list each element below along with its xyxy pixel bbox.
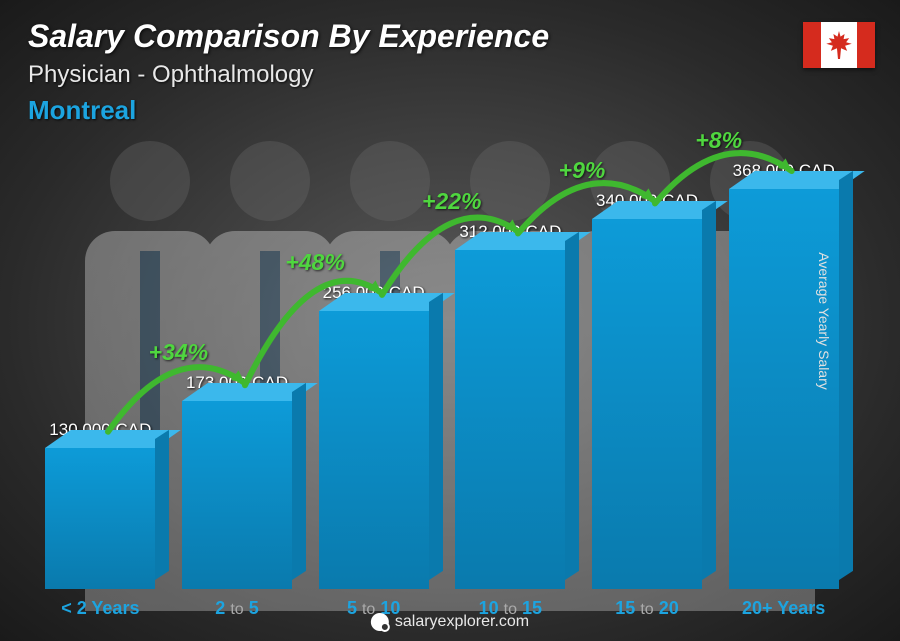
header: Salary Comparison By Experience Physicia…	[28, 18, 549, 126]
bar	[455, 250, 565, 589]
bar	[592, 219, 702, 589]
bar-group: 173,000 CAD2 to 5	[173, 373, 302, 589]
bar	[182, 401, 292, 589]
bar	[319, 311, 429, 589]
logo-icon	[371, 613, 389, 631]
bar-x-label: < 2 Years	[61, 598, 139, 619]
y-axis-label: Average Yearly Salary	[815, 252, 831, 390]
growth-pct-label: +22%	[422, 188, 481, 215]
growth-pct-label: +48%	[285, 249, 344, 276]
bar-x-label: 15 to 20	[615, 598, 678, 619]
bar-group: 312,000 CAD10 to 15	[446, 222, 575, 589]
footer-text: salaryexplorer.com	[395, 613, 529, 631]
bar	[45, 448, 155, 589]
maple-leaf-icon	[826, 31, 852, 59]
bar-x-label: 20+ Years	[742, 598, 825, 619]
footer: salaryexplorer.com	[371, 613, 529, 631]
bar-x-label: 2 to 5	[215, 598, 258, 619]
chart-title: Salary Comparison By Experience	[28, 18, 549, 55]
growth-pct-label: +34%	[149, 339, 208, 366]
bar-group: 256,000 CAD5 to 10	[309, 283, 438, 589]
chart-location: Montreal	[28, 95, 549, 126]
country-flag-icon	[803, 22, 875, 68]
growth-pct-label: +8%	[695, 127, 742, 154]
bar-group: 340,000 CAD15 to 20	[583, 191, 712, 589]
bar-group: 130,000 CAD< 2 Years	[36, 420, 165, 589]
bar-chart: 130,000 CAD< 2 Years173,000 CAD2 to 5256…	[32, 109, 852, 589]
growth-pct-label: +9%	[559, 157, 606, 184]
chart-subtitle: Physician - Ophthalmology	[28, 61, 549, 89]
